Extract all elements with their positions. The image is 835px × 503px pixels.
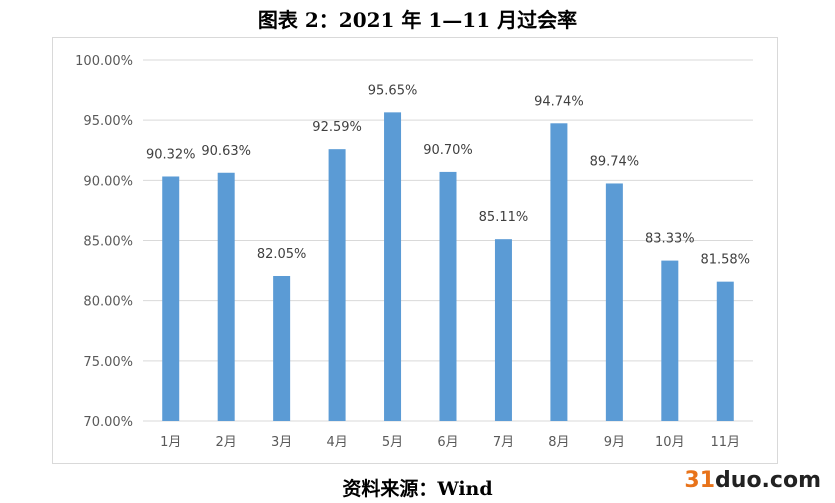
x-tick-label: 1月 xyxy=(160,435,181,450)
x-tick-label: 3月 xyxy=(271,435,292,450)
bar xyxy=(716,281,734,421)
chart-area: 70.00% 75.00% 80.00% 85.00% 90.00% 95.00% 100.… xyxy=(52,37,778,464)
bar xyxy=(605,183,623,421)
x-tick-label: 4月 xyxy=(326,435,347,450)
x-tick-label: 9月 xyxy=(604,435,625,450)
data-label: 90.63% xyxy=(201,144,251,159)
bars xyxy=(162,112,734,421)
y-tick-label: 75.00% xyxy=(83,355,133,370)
y-tick-label: 90.00% xyxy=(83,174,133,189)
data-label: 82.05% xyxy=(257,247,307,262)
data-label: 94.74% xyxy=(534,94,584,109)
watermark-logo: 31duo.com xyxy=(684,468,821,493)
data-label: 95.65% xyxy=(368,83,418,98)
watermark-accent: 31 xyxy=(684,468,716,493)
bar xyxy=(439,171,457,421)
data-label: 81.58% xyxy=(700,253,750,268)
data-labels: 90.32% 90.63% 82.05% 92.59% 95.65% 90.70% 85.1… xyxy=(146,83,750,267)
data-label: 85.11% xyxy=(479,210,529,225)
y-tick-label: 85.00% xyxy=(83,235,133,250)
bar-chart: 70.00% 75.00% 80.00% 85.00% 90.00% 95.00% 100.… xyxy=(75,54,753,450)
y-tick-label: 70.00% xyxy=(83,415,133,430)
chart-title: 图表 2：2021 年 1—11 月过会率 xyxy=(257,8,578,32)
source-note: 资料来源：Wind xyxy=(342,478,493,500)
bar xyxy=(217,172,235,421)
x-tick-label: 8月 xyxy=(548,435,569,450)
data-label: 90.70% xyxy=(423,143,473,158)
x-axis-ticks: 1月 2月 3月 4月 5月 6月 7月 8月 9月 10月 11月 xyxy=(160,435,740,450)
bar xyxy=(494,239,512,421)
x-tick-label: 2月 xyxy=(216,435,237,450)
x-tick-label: 6月 xyxy=(437,435,458,450)
bar xyxy=(661,260,679,421)
bar xyxy=(328,149,346,421)
x-tick-label: 7月 xyxy=(493,435,514,450)
data-label: 89.74% xyxy=(590,154,640,169)
data-label: 83.33% xyxy=(645,232,695,247)
data-label: 90.32% xyxy=(146,147,196,162)
x-tick-label: 5月 xyxy=(382,435,403,450)
y-axis-ticks: 70.00% 75.00% 80.00% 85.00% 90.00% 95.00% 100.… xyxy=(75,54,133,430)
y-tick-label: 80.00% xyxy=(83,295,133,310)
bar xyxy=(550,123,568,421)
bar xyxy=(162,176,180,421)
x-tick-label: 10月 xyxy=(655,435,685,450)
y-tick-label: 100.00% xyxy=(75,54,133,69)
data-label: 92.59% xyxy=(312,120,362,135)
bar xyxy=(384,112,402,421)
bar xyxy=(273,275,291,421)
watermark-domain: duo.com xyxy=(715,468,821,493)
x-tick-label: 11月 xyxy=(710,435,740,450)
y-tick-label: 95.00% xyxy=(83,114,133,129)
